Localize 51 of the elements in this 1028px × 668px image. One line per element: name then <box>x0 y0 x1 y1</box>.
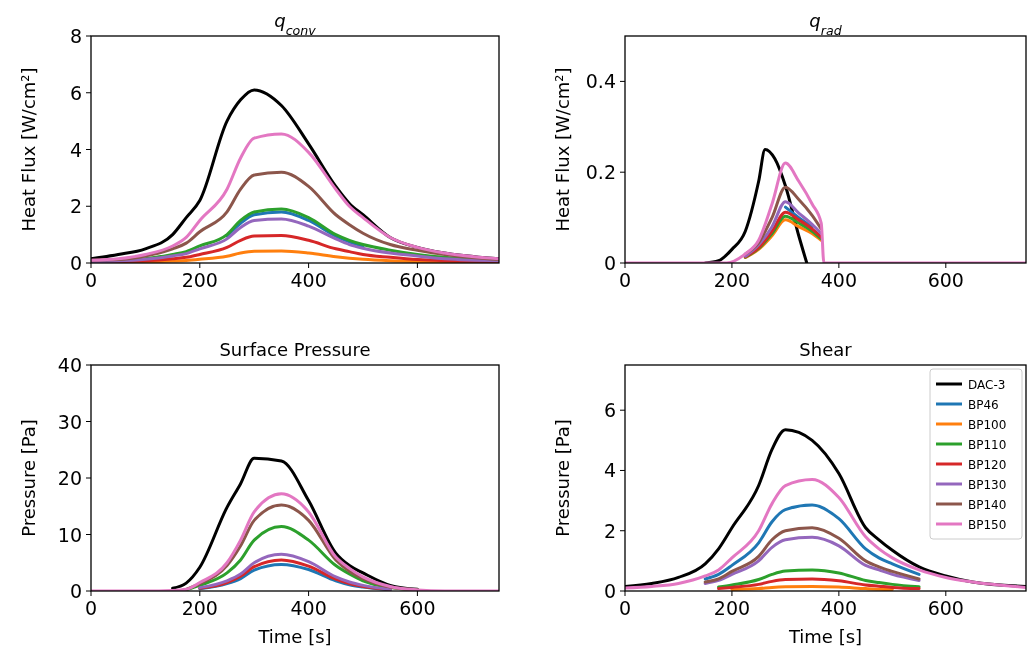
legend-label: BP46 <box>968 397 999 412</box>
y-tick-label: 30 <box>57 410 82 433</box>
y-tick-label: 20 <box>57 467 82 489</box>
x-tick-label: 0 <box>84 269 98 291</box>
y-axis-title: Heat Flux [W/cm²] <box>552 67 573 232</box>
y-tick-label: 8 <box>69 25 82 47</box>
x-tick-label: 600 <box>927 597 964 619</box>
y-tick-label: 4 <box>69 138 82 161</box>
legend-label: BP130 <box>968 477 1007 492</box>
chart-title: q$_{conv}$ <box>274 10 317 38</box>
y-tick-label: 6 <box>69 81 82 104</box>
x-tick-label: 200 <box>713 597 751 619</box>
y-tick-label: 10 <box>57 523 82 546</box>
x-tick-label: 200 <box>181 597 218 619</box>
chart-title: Shear <box>799 339 853 360</box>
x-tick-label: 0 <box>84 597 98 619</box>
x-axis-title: Time [s] <box>787 626 863 647</box>
x-tick-label: 400 <box>290 269 327 291</box>
y-tick-label: 4 <box>603 459 616 482</box>
y-tick-label: 2 <box>603 519 616 542</box>
x-tick-label: 600 <box>927 269 964 291</box>
y-tick-label: 0 <box>603 252 616 274</box>
legend-label: BP120 <box>968 457 1007 472</box>
y-tick-label: 2 <box>69 195 82 218</box>
legend-label: DAC-3 <box>968 377 1006 392</box>
legend-label: BP140 <box>968 497 1007 512</box>
y-tick-label: 0.4 <box>585 70 616 93</box>
y-tick-label: 0 <box>603 580 616 602</box>
legend-label: BP110 <box>968 437 1007 452</box>
x-tick-label: 400 <box>820 269 857 291</box>
y-axis-title: Pressure [Pa] <box>18 419 39 537</box>
legend-label: BP150 <box>968 517 1007 532</box>
y-axis-title: Heat Flux [W/cm²] <box>18 67 39 232</box>
x-tick-label: 400 <box>820 597 857 619</box>
x-tick-label: 200 <box>713 269 751 291</box>
x-tick-label: 400 <box>290 597 327 619</box>
y-axis-title: Pressure [Pa] <box>552 419 573 537</box>
chart-title: q$_{rad}$ <box>809 10 843 38</box>
x-tick-label: 600 <box>399 269 436 291</box>
x-tick-label: 0 <box>618 597 632 619</box>
y-tick-label: 0.2 <box>585 161 616 184</box>
y-tick-label: 6 <box>603 399 616 422</box>
y-tick-label: 0 <box>69 580 82 602</box>
legend-label: BP100 <box>968 417 1007 432</box>
x-tick-label: 600 <box>399 597 436 619</box>
chart-title: Surface Pressure <box>219 339 371 360</box>
x-axis-title: Time [s] <box>257 626 332 647</box>
x-tick-label: 0 <box>618 269 632 291</box>
x-tick-label: 200 <box>181 269 218 291</box>
y-tick-label: 40 <box>57 354 82 376</box>
y-tick-label: 0 <box>69 252 82 274</box>
